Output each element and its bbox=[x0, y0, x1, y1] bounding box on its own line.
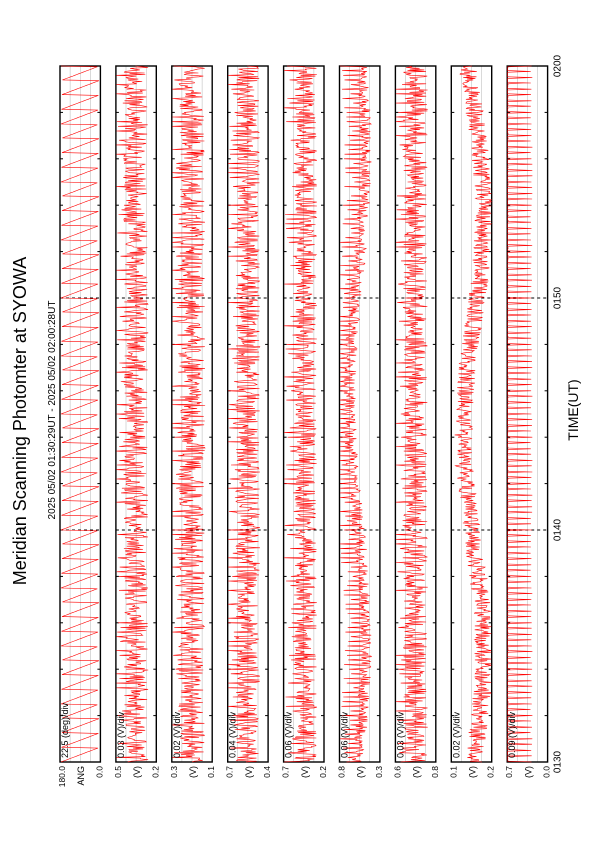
channel-label: (V) bbox=[188, 766, 198, 778]
series-trace bbox=[172, 65, 206, 763]
x-tick-label: 0140 bbox=[553, 518, 564, 541]
scale-label: 0.02 (V)/div bbox=[172, 711, 182, 758]
y-tick-label: 0.3 bbox=[169, 766, 179, 778]
series-trace bbox=[228, 65, 261, 763]
channel-label: (V) bbox=[132, 766, 142, 778]
scale-label: 0.09 (V)/div bbox=[507, 711, 517, 758]
scale-label: 0.06 (V)/div bbox=[284, 711, 294, 758]
panel-8: 0.02 (V)/div 0.1 (V) 0.2 bbox=[448, 65, 496, 778]
y-tick-label: 0.0 bbox=[94, 766, 104, 778]
channel-label: (V) bbox=[468, 766, 478, 778]
channel-label: (V) bbox=[523, 766, 533, 778]
panel-1: 22.5 (deg)/div 180.0 ANG 0.0 bbox=[57, 65, 104, 788]
channel-label: (V) bbox=[412, 766, 422, 778]
figure-title: Meridian Scanning Photomter at SYOWA bbox=[10, 257, 30, 585]
channel-label: (V) bbox=[244, 766, 254, 778]
panel-7: 0.03 (V)/div 0.6 (V) 0.8 bbox=[392, 65, 440, 778]
panel-2: 0.03 (V)/div 0.5 (V) 0.2 bbox=[113, 65, 160, 778]
scale-label: 0.04 (V)/div bbox=[228, 711, 238, 758]
y-tick-label: 0.7 bbox=[504, 766, 514, 778]
scale-label: 0.06 (V)/div bbox=[340, 711, 350, 758]
y-tick-label: 0.7 bbox=[281, 766, 291, 778]
y-tick-label: 0.1 bbox=[448, 766, 458, 778]
panels: 2025 05/02 01:30:29UT - 2025 05/02 02:00… bbox=[47, 54, 564, 787]
y-tick-label: 0.4 bbox=[262, 766, 272, 778]
series-trace bbox=[395, 65, 428, 763]
y-tick-label: 0.2 bbox=[486, 766, 496, 778]
y-tick-label: 0.5 bbox=[113, 766, 123, 778]
x-tick-label: 0130 bbox=[553, 750, 564, 773]
x-axis-label: TIME(UT) bbox=[565, 379, 581, 440]
scale-label: 0.03 (V)/div bbox=[395, 711, 405, 758]
y-tick-label: 0.1 bbox=[206, 766, 216, 778]
channel-label: ANG bbox=[76, 766, 86, 786]
y-tick-label: 0.0 bbox=[542, 766, 552, 778]
series-trace bbox=[339, 65, 372, 763]
y-tick-label: 180.0 bbox=[57, 766, 67, 788]
panel-4: 0.04 (V)/div 0.7 (V) 0.4 bbox=[225, 65, 272, 778]
panel-9: 0.09 (V)/div 0.7 (V) 0.0 bbox=[504, 65, 552, 778]
x-tick-label: 0150 bbox=[553, 286, 564, 309]
y-tick-label: 0.7 bbox=[225, 766, 235, 778]
x-tick-label: 0200 bbox=[553, 54, 564, 77]
channel-label: (V) bbox=[356, 766, 366, 778]
panel-5: 0.06 (V)/div 0.7 (V) 0.2 bbox=[281, 65, 328, 778]
series-trace bbox=[60, 65, 100, 763]
y-tick-label: 0.2 bbox=[150, 766, 160, 778]
y-tick-label: 0.3 bbox=[374, 766, 384, 778]
y-tick-label: 0.6 bbox=[392, 766, 402, 778]
time-range-label: 2025 05/02 01:30:29UT - 2025 05/02 02:00… bbox=[47, 301, 58, 520]
y-tick-label: 0.8 bbox=[337, 766, 347, 778]
scale-label: 0.03 (V)/div bbox=[116, 711, 126, 758]
scale-label: 0.02 (V)/div bbox=[451, 711, 461, 758]
y-tick-label: 0.8 bbox=[430, 766, 440, 778]
channel-label: (V) bbox=[300, 766, 310, 778]
scale-label: 22.5 (deg)/div bbox=[60, 702, 70, 758]
series-trace bbox=[507, 65, 533, 763]
panel-3: 0.02 (V)/div 0.3 (V) 0.1 bbox=[169, 65, 216, 778]
series-trace bbox=[116, 65, 149, 763]
series-trace bbox=[454, 65, 493, 763]
panel-6: 0.06 (V)/div 0.8 (V) 0.3 bbox=[337, 65, 384, 778]
y-tick-label: 0.2 bbox=[318, 766, 328, 778]
series-trace bbox=[284, 65, 318, 763]
